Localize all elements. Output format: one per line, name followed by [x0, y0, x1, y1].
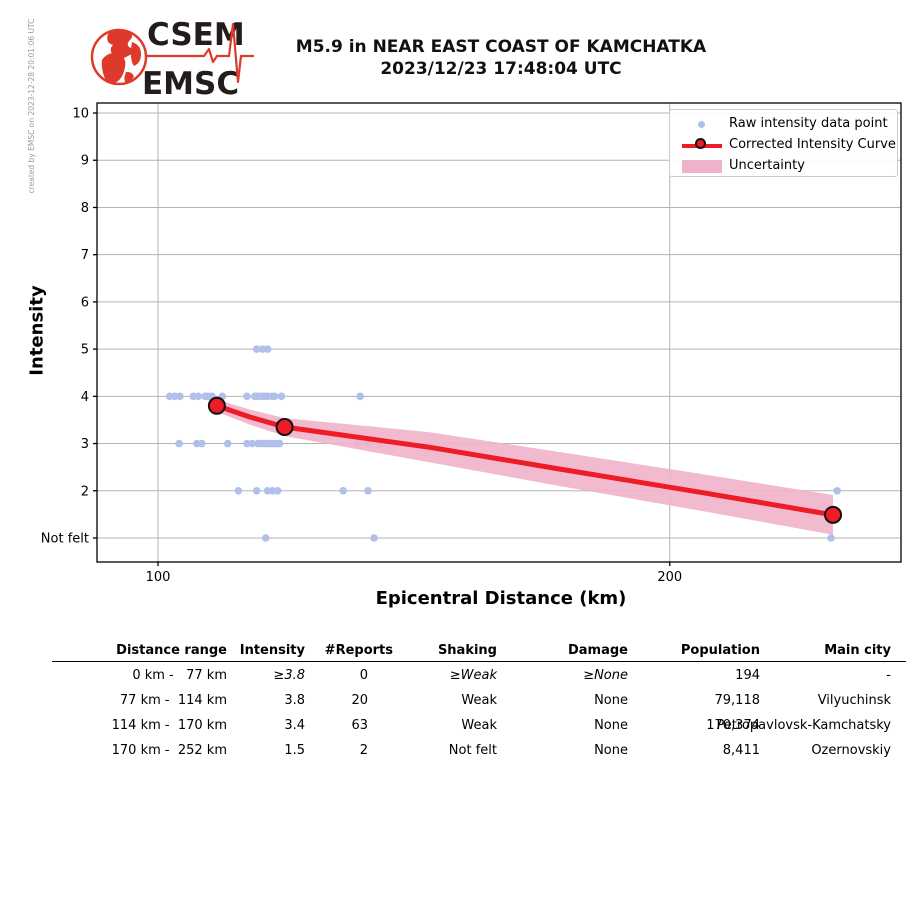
raw-intensity-point — [356, 392, 364, 401]
table-header-3: Shaking — [437, 643, 497, 658]
y-tick-label: 8 — [81, 201, 89, 216]
table-cell-r3-c0: 170 km - 252 km — [111, 743, 227, 758]
table-header-rule — [52, 661, 906, 662]
logo-text-csem: CSEM — [147, 17, 245, 53]
raw-intensity-point — [175, 439, 183, 448]
table-cell-r3-c4: None — [594, 743, 628, 758]
y-tick-label: 9 — [81, 154, 89, 169]
curve-marker — [207, 396, 226, 415]
table-cell-r3-c3: Not felt — [448, 743, 497, 758]
raw-intensity-point — [261, 534, 270, 542]
x-tick-label: 200 — [657, 570, 682, 585]
intensity-chart: Not felt 2 3 4 5 6 7 8 9 10 100 200 — [41, 102, 902, 585]
table-cell-r2-c5: 170,374 — [706, 718, 760, 733]
uncertainty-swatch — [678, 156, 726, 177]
table-cell-r1-c5: 79,118 — [714, 693, 761, 708]
legend-item-raw: Raw intensity data point — [670, 114, 897, 135]
page-title: M5.9 in NEAR EAST COAST OF KAMCHATKA 202… — [97, 36, 905, 80]
title-line-2: 2023/12/23 17:48:04 UTC — [380, 59, 622, 79]
logo-text-emsc: EMSC — [142, 66, 239, 102]
table-cell-r0-c0: 0 km - 77 km — [132, 668, 227, 683]
table-cell-r3-c6: Ozernovskiy — [811, 743, 891, 758]
raw-intensity-point — [275, 439, 284, 448]
legend-label-curve: Corrected Intensity Curve — [729, 137, 896, 152]
y-tick-label: 7 — [81, 248, 89, 263]
raw-intensity-point — [270, 392, 279, 401]
raw-intensity-point — [364, 486, 372, 495]
chart-legend: Raw intensity data point Corrected Inten… — [669, 109, 898, 177]
raw-intensity-point — [370, 534, 378, 542]
table-cell-r0-c1: ≥3.8 — [273, 668, 305, 683]
table-cell-r2-c4: None — [594, 718, 628, 733]
table-cell-r1-c4: None — [594, 693, 628, 708]
raw-point-swatch — [678, 114, 726, 135]
table-cell-r1-c3: Weak — [461, 693, 497, 708]
table-cell-r1-c2: 20 — [351, 693, 368, 708]
table-cell-r2-c0: 114 km - 170 km — [111, 718, 227, 733]
x-axis-label: Epicentral Distance (km) — [375, 588, 627, 609]
raw-intensity-point — [827, 534, 835, 542]
table-header-6: Main city — [824, 643, 891, 658]
curve-marker — [275, 418, 294, 437]
raw-intensity-point — [234, 486, 243, 495]
table-cell-r0-c3: ≥Weak — [449, 668, 497, 683]
plot-border — [96, 102, 902, 563]
table-cell-r3-c2: 2 — [359, 743, 368, 758]
legend-item-uncertainty: Uncertainty — [670, 156, 897, 177]
table-cell-r0-c4: ≥None — [583, 668, 628, 683]
raw-intensity-point — [223, 439, 232, 448]
raw-intensity-point — [252, 486, 261, 495]
title-line-1: M5.9 in NEAR EAST COAST OF KAMCHATKA — [295, 37, 707, 57]
raw-intensity-point — [197, 439, 206, 448]
seismogram-icon — [147, 22, 254, 84]
raw-intensity-point — [243, 392, 251, 401]
table-header-5: Population — [680, 643, 760, 658]
raw-intensity-point — [263, 345, 272, 353]
table-cell-r0-c6: - — [886, 668, 891, 683]
raw-intensity-point — [339, 486, 347, 495]
table-cell-r3-c1: 1.5 — [284, 743, 305, 758]
table-cell-r0-c5: 194 — [735, 668, 760, 683]
table-cell-r2-c1: 3.4 — [284, 718, 305, 733]
raw-intensity-point — [243, 439, 251, 448]
y-tick-label: 10 — [72, 107, 89, 122]
raw-intensity-point — [277, 392, 286, 401]
table-cell-r0-c2: 0 — [359, 668, 368, 683]
legend-label-uncertainty: Uncertainty — [729, 158, 805, 173]
legend-item-curve: Corrected Intensity Curve — [670, 135, 897, 156]
csem-emsc-logo: CSEM EMSC — [86, 10, 262, 102]
legend-label-raw: Raw intensity data point — [729, 116, 888, 131]
table-cell-r1-c0: 77 km - 114 km — [119, 693, 227, 708]
table-cell-r3-c5: 8,411 — [722, 743, 760, 758]
corrected-intensity-curve — [216, 403, 834, 518]
raw-intensity-point — [248, 439, 256, 448]
raw-intensity-point — [833, 486, 841, 495]
table-header-1: Intensity — [239, 643, 305, 658]
y-tick-label: Not felt — [41, 532, 89, 547]
curve-marker — [824, 505, 843, 524]
uncertainty-band — [216, 399, 833, 535]
logo-graphic: CSEM EMSC — [90, 17, 254, 102]
y-tick-label: 3 — [81, 437, 89, 452]
curve-swatch — [678, 135, 726, 156]
y-tick-label: 2 — [81, 484, 89, 499]
table-cell-r1-c6: Vilyuchinsk — [817, 693, 891, 708]
table-cell-r1-c1: 3.8 — [284, 693, 305, 708]
table-cell-r2-c6: Petropavlovsk-Kamchatsky — [716, 718, 891, 733]
y-tick-label: 5 — [81, 343, 89, 358]
raw-intensity-point — [273, 486, 282, 495]
table-header-0: Distance range — [116, 643, 227, 658]
y-tick-label: 4 — [81, 390, 89, 405]
raw-intensity-point — [176, 392, 184, 401]
y-tick-label: 6 — [81, 295, 89, 310]
x-tick-label: 100 — [146, 570, 171, 585]
raw-intensity-point — [252, 345, 261, 353]
table-cell-r2-c3: Weak — [461, 718, 497, 733]
raw-intensity-point — [194, 392, 203, 401]
y-axis-label: Intensity — [26, 285, 48, 376]
table-header-4: Damage — [567, 643, 628, 658]
table-cell-r2-c2: 63 — [351, 718, 368, 733]
table-header-2: #Reports — [324, 643, 393, 658]
